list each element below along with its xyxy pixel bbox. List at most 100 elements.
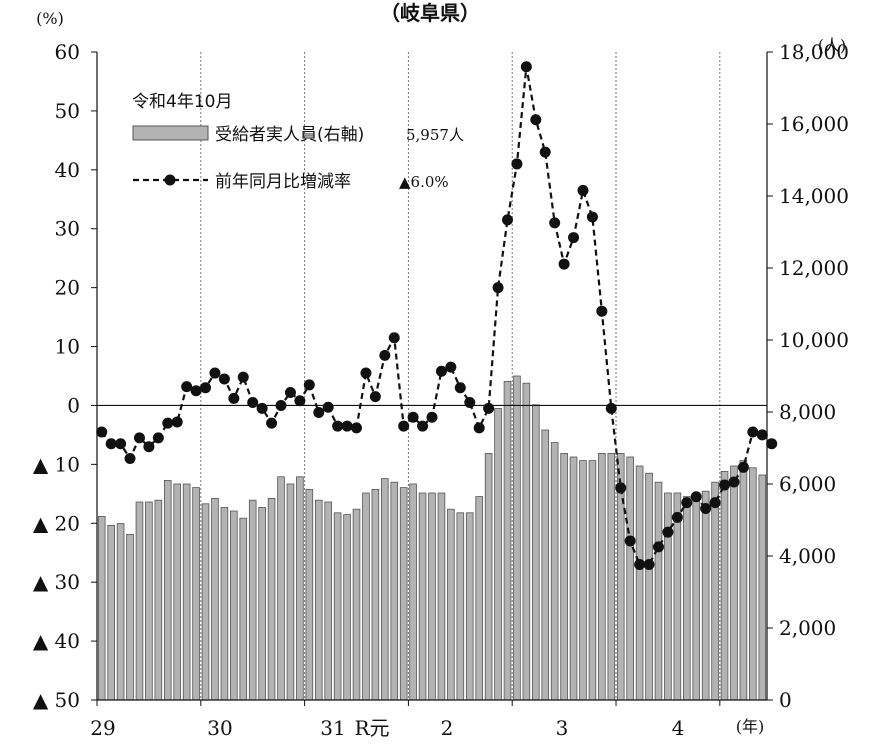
bar (664, 492, 672, 701)
line-point (615, 482, 627, 494)
left-tick-label: ▲ 40 (33, 629, 80, 653)
bar (673, 492, 682, 701)
year-tick-label: 4 (672, 716, 685, 740)
year-tick-label: R元 (354, 716, 389, 740)
line-point (256, 402, 268, 414)
line-point (756, 429, 768, 441)
bar (635, 465, 644, 701)
legend-line-marker (164, 174, 176, 186)
left-tick-label: 20 (55, 276, 80, 300)
line-point (652, 541, 664, 553)
right-tick-label: 16,000 (779, 112, 849, 136)
line-point (332, 420, 344, 432)
bar (607, 452, 616, 701)
line-point (351, 422, 363, 434)
bar (201, 503, 210, 701)
line-point (700, 503, 712, 515)
bar (286, 483, 295, 701)
bar (645, 472, 653, 701)
line-point (766, 438, 778, 450)
legend-bar-swatch (132, 125, 209, 141)
line-point (568, 232, 580, 244)
bar (409, 483, 417, 701)
line-point (417, 420, 429, 432)
line-point (737, 461, 749, 473)
bar (173, 483, 182, 701)
line-point (360, 367, 372, 379)
bar (758, 474, 767, 701)
bar (579, 460, 587, 701)
bar (296, 476, 304, 701)
line-point (511, 158, 523, 170)
line-point (728, 476, 740, 488)
bar (211, 497, 219, 701)
bar (465, 512, 474, 701)
right-tick-label: 4,000 (779, 544, 836, 568)
bar (701, 490, 710, 701)
line-point (445, 361, 457, 373)
line-point (634, 559, 646, 571)
line-point (407, 411, 419, 423)
legend-line-label: 前年同月比増減率 (215, 172, 351, 192)
year-gridlines (200, 52, 721, 700)
line-point (294, 395, 306, 407)
line-point (388, 332, 400, 344)
bar (513, 375, 521, 701)
line-point (303, 379, 315, 391)
line-point (747, 426, 759, 438)
line-point (190, 385, 202, 397)
bar (522, 382, 531, 701)
line-point (520, 61, 532, 73)
line-point (586, 211, 598, 223)
line-point (124, 452, 136, 464)
bar (248, 499, 257, 701)
bar (494, 407, 502, 701)
line-point (605, 402, 617, 414)
line-point (624, 535, 636, 547)
legend-bar-label: 受給者実人員(右軸) (215, 125, 364, 145)
bar (711, 481, 719, 701)
line-point (143, 441, 155, 453)
left-tick-label: 0 (67, 393, 80, 417)
legend-period: 令和4年10月 (132, 92, 232, 112)
bar (588, 460, 597, 701)
bar (352, 508, 361, 701)
line-point (577, 184, 589, 196)
bar (720, 470, 729, 701)
right-axis-unit: (人) (818, 36, 847, 55)
line-point (200, 382, 212, 394)
line-point (237, 371, 249, 383)
bar (258, 506, 266, 701)
bar (682, 496, 691, 701)
right-tick-label: 18,000 (779, 40, 849, 64)
line-point (681, 497, 693, 509)
left-tick-labels: 60 50 40 30 20 10 0 ▲ 10 ▲ 20 ▲ 30 ▲ 40 ▲ 50 (33, 40, 80, 712)
left-tick-label: 60 (55, 40, 80, 64)
bar (475, 496, 483, 701)
bar (381, 478, 389, 701)
year-tick-label: 31 (320, 716, 345, 740)
line-point (473, 422, 485, 434)
line-point (596, 305, 608, 317)
line-point (247, 397, 259, 409)
right-tick-label: 0 (779, 688, 792, 712)
left-axis-unit: (%) (36, 9, 64, 28)
x-axis-unit: (年) (736, 717, 765, 736)
bar (532, 404, 540, 701)
right-tick-label: 10,000 (779, 328, 849, 352)
bar (277, 476, 285, 701)
line-point (228, 392, 240, 404)
bar (362, 492, 370, 701)
bar (560, 452, 568, 701)
line-point (671, 511, 683, 523)
line-point (492, 282, 504, 294)
bar (428, 492, 436, 701)
bar (145, 501, 153, 701)
line-point (435, 365, 447, 377)
year-tick-label: 30 (207, 716, 232, 740)
line-point (709, 497, 721, 509)
line-point (369, 391, 381, 403)
line-point (454, 382, 466, 394)
line-point (162, 417, 174, 429)
bar (503, 380, 512, 701)
